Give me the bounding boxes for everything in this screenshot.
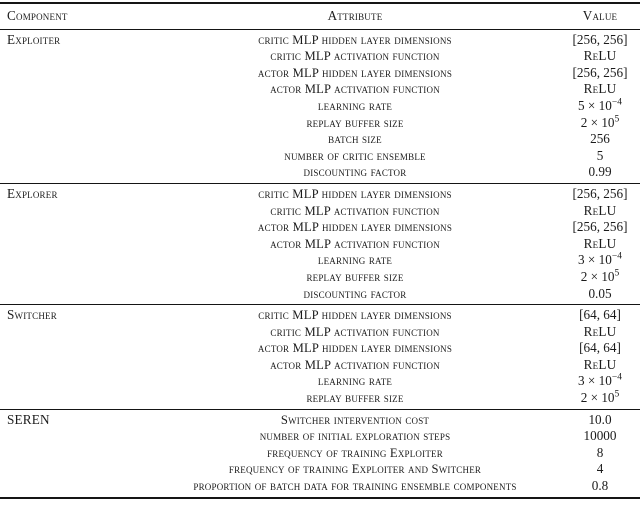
value-cell: [256, 256] bbox=[572, 64, 628, 80]
table-header-row: Component Attribute Value bbox=[0, 4, 640, 30]
value-cell: 5 × 10−4 bbox=[578, 97, 622, 113]
value-cell: 2 × 105 bbox=[580, 114, 620, 130]
attribute-cell: learning rate bbox=[317, 374, 393, 389]
header-value: Value bbox=[582, 8, 618, 23]
attribute-cell: critic MLP hidden layer dimensions bbox=[258, 186, 452, 201]
attribute-cell: replay buffer size bbox=[306, 391, 404, 406]
attribute-cell: discounting factor bbox=[303, 165, 407, 180]
attribute-cell: critic MLP hidden layer dimensions bbox=[258, 308, 452, 323]
table-section: Exploiter critic MLP hidden layer dimensi… bbox=[0, 30, 640, 183]
value-cell: 256 bbox=[590, 131, 610, 147]
value-cell: [256, 256] bbox=[572, 185, 628, 201]
value-cell: 2 × 105 bbox=[580, 268, 620, 284]
attribute-cell: frequency of training Exploiter bbox=[267, 445, 443, 460]
value-cell: 3 × 10−4 bbox=[578, 251, 622, 268]
attribute-cell: frequency of training Exploiter and Swit… bbox=[228, 462, 482, 477]
value-cell: 8 bbox=[596, 444, 604, 460]
attribute-cell: number of initial exploration steps bbox=[259, 429, 451, 444]
attribute-cell: Switcher intervention cost bbox=[280, 412, 430, 427]
value-cell: 0.99 bbox=[588, 164, 612, 180]
value-cell: 2 × 105 bbox=[580, 389, 620, 406]
table-section: Switcher critic MLP hidden layer dimensio… bbox=[0, 304, 640, 409]
attribute-cell: critic MLP activation function bbox=[270, 324, 440, 339]
attribute-cell: discounting factor bbox=[303, 286, 407, 301]
attribute-cell: actor MLP hidden layer dimensions bbox=[257, 220, 453, 235]
attribute-cell: critic MLP activation function bbox=[270, 49, 440, 64]
table-section: SEREN Switcher intervention cost 10.0 numbe… bbox=[0, 408, 640, 497]
component-name: Exploiter bbox=[7, 31, 61, 47]
value-cell: [64, 64] bbox=[579, 307, 621, 323]
value-cell: [256, 256] bbox=[572, 31, 628, 47]
attribute-cell: learning rate bbox=[317, 253, 393, 268]
value-cell: 0.05 bbox=[588, 285, 612, 301]
attribute-cell: actor MLP hidden layer dimensions bbox=[257, 65, 453, 80]
attribute-cell: number of critic ensemble bbox=[284, 148, 426, 163]
header-attribute: Attribute bbox=[327, 8, 383, 23]
value-cell: ReLU bbox=[583, 202, 617, 218]
value-cell: 10.0 bbox=[588, 411, 612, 427]
component-name: Switcher bbox=[7, 307, 57, 323]
attribute-cell: actor MLP hidden layer dimensions bbox=[257, 341, 453, 356]
attribute-cell: actor MLP activation function bbox=[270, 357, 440, 372]
attribute-cell: batch size bbox=[328, 132, 382, 147]
table-section: Explorer critic MLP hidden layer dimensio… bbox=[0, 182, 640, 304]
value-cell: 4 bbox=[596, 461, 604, 477]
attribute-cell: replay buffer size bbox=[306, 269, 404, 284]
attribute-cell: replay buffer size bbox=[306, 115, 404, 130]
component-name: Explorer bbox=[7, 185, 58, 201]
value-cell: ReLU bbox=[583, 81, 617, 97]
component-name: SEREN bbox=[7, 411, 50, 427]
attribute-cell: learning rate bbox=[317, 98, 393, 113]
header-component: Component bbox=[7, 8, 68, 23]
table-body: Exploiter critic MLP hidden layer dimensi… bbox=[0, 30, 640, 497]
value-cell: ReLU bbox=[583, 356, 617, 372]
attribute-cell: proportion of batch data for training en… bbox=[193, 479, 517, 494]
value-cell: ReLU bbox=[583, 235, 617, 251]
value-cell: ReLU bbox=[583, 48, 617, 64]
value-cell: 0.8 bbox=[591, 478, 609, 494]
value-cell: 5 bbox=[596, 147, 604, 163]
value-cell: 3 × 10−4 bbox=[578, 373, 622, 389]
value-cell: [64, 64] bbox=[579, 340, 621, 356]
attribute-cell: actor MLP activation function bbox=[270, 236, 440, 251]
attribute-cell: critic MLP hidden layer dimensions bbox=[258, 32, 452, 47]
attribute-cell: actor MLP activation function bbox=[270, 82, 440, 97]
attribute-cell: critic MLP activation function bbox=[270, 203, 440, 218]
value-cell: 10000 bbox=[583, 428, 617, 444]
hyperparameters-table: Component Attribute Value Exploiter criti… bbox=[0, 2, 640, 499]
value-cell: ReLU bbox=[583, 323, 617, 339]
value-cell: [256, 256] bbox=[572, 219, 628, 235]
